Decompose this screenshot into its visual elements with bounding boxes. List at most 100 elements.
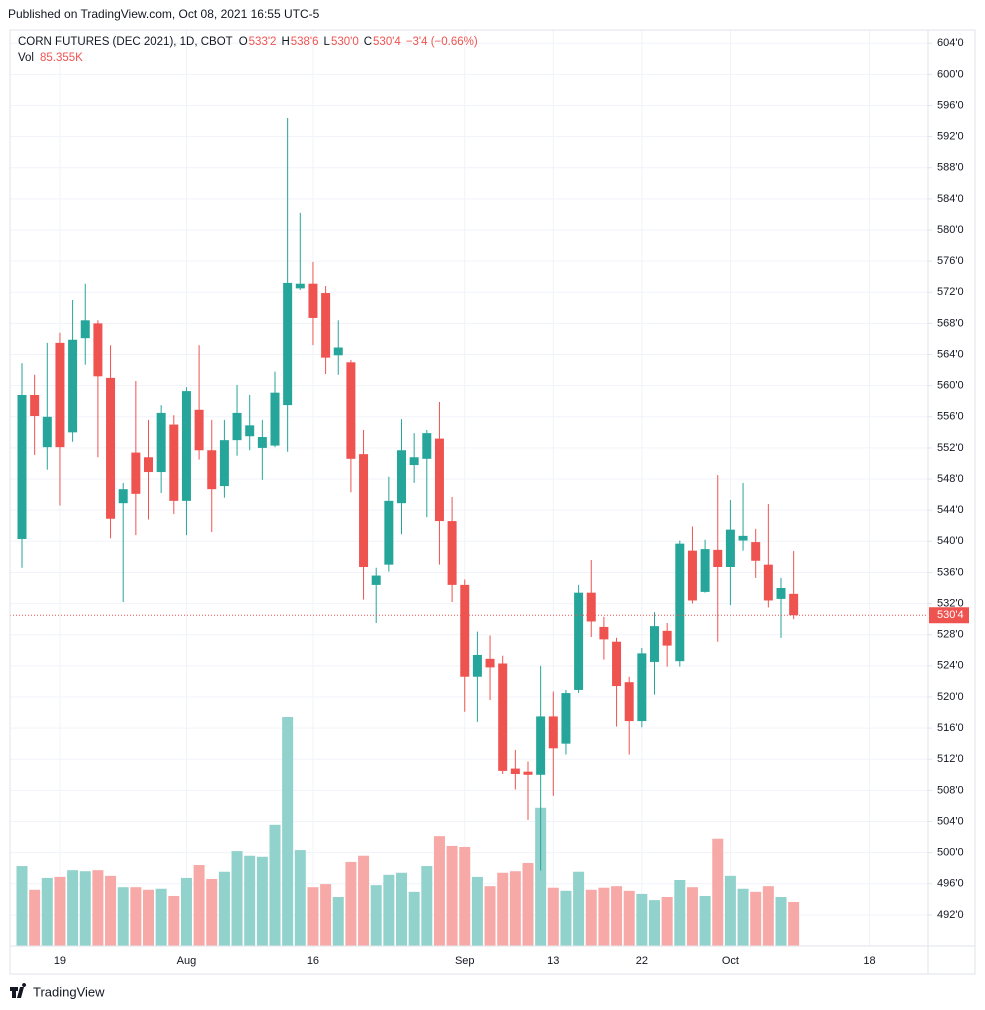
candle-body	[624, 682, 634, 722]
y-tick-label: 584'0	[937, 193, 964, 205]
candle-body	[30, 394, 40, 417]
volume-bar	[484, 886, 496, 946]
candle-body	[510, 768, 520, 775]
candle-body	[523, 771, 533, 775]
candle-body	[359, 454, 369, 567]
volume-bar	[269, 824, 281, 946]
y-tick-label: 500'0	[937, 847, 964, 859]
volume-bar	[218, 871, 230, 946]
volume-bar	[421, 866, 433, 946]
volume-bar	[155, 888, 167, 946]
candle-body	[371, 575, 381, 585]
legend-value: 533'2	[249, 36, 277, 48]
candle-body	[93, 323, 103, 377]
candle-body	[776, 588, 786, 599]
volume-bar	[320, 884, 332, 946]
volume-bar	[661, 897, 673, 946]
volume-bar	[598, 887, 610, 946]
volume-bar	[408, 891, 420, 946]
volume-bar	[509, 871, 521, 946]
legend-change: −3'4 (−0.66%)	[406, 36, 478, 48]
volume-bar	[294, 850, 306, 946]
y-tick-label: 532'0	[937, 597, 964, 609]
y-tick-label: 560'0	[937, 380, 964, 392]
y-tick-label: 508'0	[937, 784, 964, 796]
candle-body	[346, 362, 356, 459]
candle-body	[434, 438, 444, 522]
volume-bar	[370, 885, 382, 946]
y-tick-label: 576'0	[937, 255, 964, 267]
last-price-tag	[929, 607, 969, 624]
chart-border	[9, 29, 976, 975]
volume-bar	[117, 887, 129, 946]
legend-key: L	[324, 36, 331, 48]
y-tick-label: 588'0	[937, 162, 964, 174]
y-tick-label: 556'0	[937, 411, 964, 423]
volume-bar	[332, 897, 344, 946]
candle-body	[725, 529, 735, 567]
volume-bar	[105, 875, 117, 946]
logo-icon	[10, 983, 27, 998]
volume-bar	[471, 876, 483, 946]
volume-bar	[79, 871, 91, 946]
volume-bar	[168, 895, 180, 946]
volume-bar	[522, 862, 534, 946]
volume-bar	[547, 887, 559, 946]
y-tick-label: 580'0	[937, 224, 964, 236]
y-tick-label: 536'0	[937, 566, 964, 578]
y-tick-label: 504'0	[937, 815, 964, 827]
volume-bar	[29, 889, 41, 946]
legend-value: 538'6	[291, 36, 319, 48]
candle-body	[169, 424, 179, 501]
x-tick-label: 13	[547, 955, 559, 967]
volume-bar	[433, 836, 445, 946]
volume-bar	[193, 865, 205, 946]
y-tick-label: 600'0	[937, 68, 964, 80]
y-tick-label: 544'0	[937, 504, 964, 516]
candle-body	[232, 412, 242, 441]
candle-body	[68, 339, 78, 433]
volume-bar	[231, 851, 243, 946]
y-tick-label: 528'0	[937, 629, 964, 641]
volume-bar	[41, 877, 53, 946]
candle-body	[472, 654, 482, 677]
candle-body	[751, 542, 761, 561]
x-tick-label: 19	[54, 955, 66, 967]
candle-body	[245, 425, 255, 437]
candle-body	[219, 440, 229, 487]
volume-bar	[560, 890, 572, 946]
volume-bar	[573, 871, 585, 946]
legend-value: 530'0	[331, 36, 359, 48]
y-tick-label: 592'0	[937, 131, 964, 143]
candle-body	[283, 282, 293, 406]
candle-body	[156, 412, 166, 473]
candle-layer	[10, 117, 928, 871]
volume-bar	[674, 879, 686, 946]
legend-key: O	[239, 36, 248, 48]
candle-body	[80, 320, 90, 339]
y-tick-label: 512'0	[937, 753, 964, 765]
candle-body	[738, 535, 748, 541]
candle-body	[498, 663, 508, 771]
y-tick-label: 596'0	[937, 99, 964, 111]
legend-symbol: CORN FUTURES (DEC 2021), 1D, CBOT	[18, 36, 233, 48]
y-tick-label: 492'0	[937, 909, 964, 921]
y-tick-label: 520'0	[937, 691, 964, 703]
candle-body	[548, 716, 558, 749]
y-tick-label: 524'0	[937, 660, 964, 672]
candle-body	[17, 394, 27, 539]
candle-body	[42, 416, 52, 448]
volume-bar	[788, 901, 800, 946]
volume-bar	[16, 866, 28, 946]
volume-bar	[686, 887, 698, 946]
published-note: Published on TradingView.com, Oct 08, 20…	[8, 7, 320, 21]
candle-body	[687, 550, 697, 601]
candle-body	[55, 342, 65, 448]
candle-body	[397, 450, 406, 504]
y-tick-label: 564'0	[937, 348, 964, 360]
volume-bar	[459, 846, 471, 946]
candle-body	[574, 592, 584, 690]
volume-bar	[244, 855, 256, 946]
y-tick-label: 572'0	[937, 286, 964, 298]
